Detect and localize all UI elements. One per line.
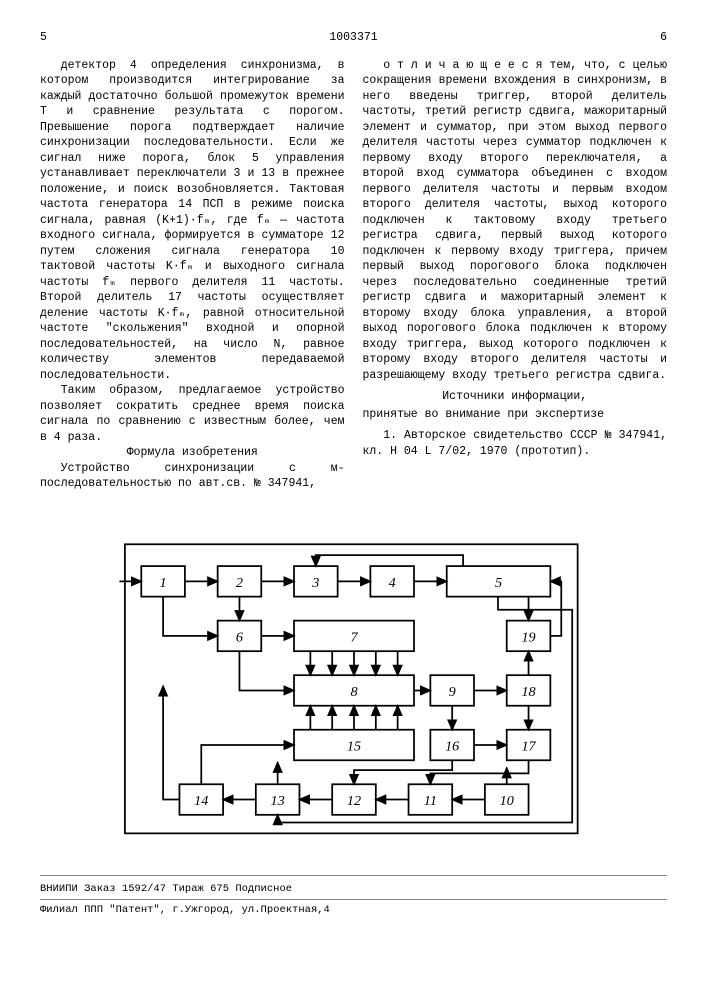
svg-text:14: 14	[194, 793, 208, 809]
svg-text:15: 15	[346, 738, 360, 754]
svg-text:8: 8	[350, 684, 357, 700]
page: 5 1003371 6 детектор 4 определения синхр…	[0, 0, 707, 959]
col-num-left: 5	[40, 30, 47, 46]
left-column: детектор 4 определения синхронизма, в ко…	[40, 58, 345, 492]
left-p1: детектор 4 определения синхронизма, в ко…	[40, 58, 345, 384]
footer-divider	[40, 899, 667, 900]
svg-text:5: 5	[494, 575, 501, 591]
svg-text:7: 7	[350, 629, 358, 645]
svg-text:13: 13	[270, 793, 284, 809]
svg-text:6: 6	[235, 629, 243, 645]
footer-line-2: Филиал ППП "Патент", г.Ужгород, ул.Проек…	[40, 903, 667, 917]
right-p1: о т л и ч а ю щ е е с я тем, что, с цель…	[363, 58, 668, 384]
reference-1: 1. Авторское свидетельство СССР № 347941…	[363, 428, 668, 459]
svg-text:17: 17	[521, 738, 536, 754]
svg-text:3: 3	[311, 575, 319, 591]
text-columns: детектор 4 определения синхронизма, в ко…	[40, 58, 667, 492]
formula-title: Формула изобретения	[40, 445, 345, 461]
svg-text:19: 19	[521, 629, 535, 645]
footer: ВНИИПИ Заказ 1592/47 Тираж 675 Подписное…	[40, 875, 667, 917]
right-column: о т л и ч а ю щ е е с я тем, что, с цель…	[363, 58, 668, 492]
svg-text:18: 18	[521, 684, 535, 700]
col-num-right: 6	[660, 30, 667, 46]
document-number: 1003371	[47, 30, 660, 46]
svg-text:11: 11	[423, 793, 436, 809]
sources-title: Источники информации,	[363, 389, 668, 405]
svg-text:12: 12	[346, 793, 360, 809]
svg-text:10: 10	[499, 793, 513, 809]
left-p3: Устройство синхронизации с м-последовате…	[40, 461, 345, 492]
sources-subtitle: принятые во внимание при экспертизе	[363, 407, 668, 423]
footer-line-1: ВНИИПИ Заказ 1592/47 Тираж 675 Подписное	[40, 882, 667, 896]
svg-text:4: 4	[388, 575, 395, 591]
diagram-svg: 12345671989181516171413121110	[114, 517, 594, 844]
svg-text:2: 2	[235, 575, 242, 591]
header-row: 5 1003371 6	[40, 30, 667, 46]
block-diagram: 12345671989181516171413121110	[114, 517, 594, 850]
svg-text:16: 16	[445, 738, 460, 754]
svg-text:9: 9	[448, 684, 455, 700]
left-p2: Таким образом, предлагаемое устройство п…	[40, 383, 345, 445]
svg-text:1: 1	[159, 575, 166, 591]
